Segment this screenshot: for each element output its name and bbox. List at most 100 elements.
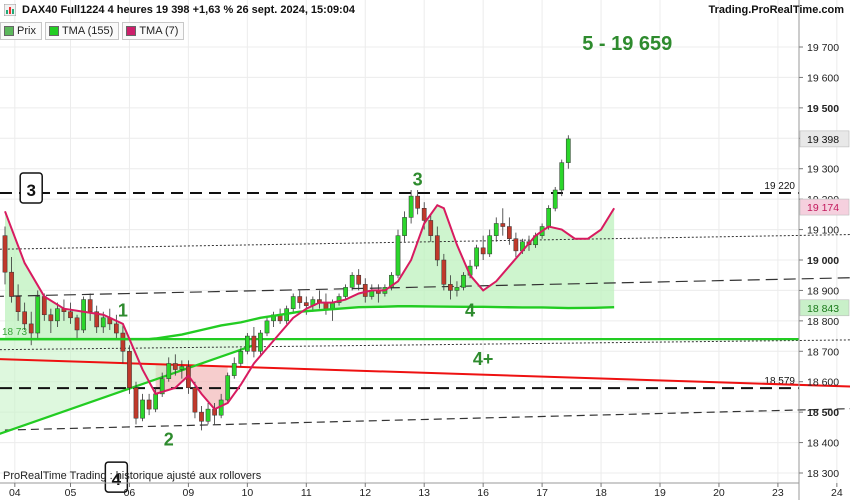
candle[interactable] <box>251 335 257 352</box>
candle[interactable] <box>290 296 296 309</box>
candle[interactable] <box>205 408 211 422</box>
legend-item-tma7[interactable]: TMA (7) <box>122 22 185 40</box>
candle[interactable] <box>153 393 159 410</box>
candle[interactable] <box>172 363 178 370</box>
y-tick-label: 19 000 <box>807 255 839 267</box>
candle[interactable] <box>22 311 27 325</box>
candle[interactable] <box>507 226 512 239</box>
y-tick-label: 18 600 <box>807 377 839 389</box>
candle[interactable] <box>513 238 519 252</box>
legend-item-price[interactable]: Prix <box>0 22 42 40</box>
candle[interactable] <box>2 235 8 273</box>
candle[interactable] <box>258 332 263 352</box>
candle[interactable] <box>68 311 73 319</box>
chart-title: DAX40 Full1224 4 heures 19 398 +1,63 % 2… <box>22 4 355 16</box>
price-tag-label: 18 843 <box>807 303 839 315</box>
wave-box <box>19 172 43 204</box>
candle[interactable] <box>225 375 231 401</box>
x-tick-label: 11 <box>301 487 312 499</box>
candle[interactable] <box>395 235 401 276</box>
candle[interactable] <box>74 317 80 331</box>
candle[interactable] <box>55 308 60 322</box>
x-tick-label: 23 <box>772 487 784 499</box>
indicator-lines <box>0 203 616 411</box>
candle[interactable] <box>421 208 427 221</box>
candle[interactable] <box>343 287 348 297</box>
candle[interactable] <box>448 284 453 291</box>
wave-box-label: 3 <box>26 181 35 200</box>
candle[interactable] <box>487 235 493 255</box>
candle[interactable] <box>303 302 309 306</box>
candle[interactable] <box>166 363 172 379</box>
tma155-swatch-icon <box>48 26 59 36</box>
legend-label-tma155: TMA (155) <box>61 25 114 37</box>
y-tick-label: 19 100 <box>807 225 839 237</box>
candle[interactable] <box>100 317 106 328</box>
candle[interactable] <box>474 247 479 267</box>
candle[interactable] <box>127 351 132 389</box>
candle[interactable] <box>9 271 14 297</box>
y-tick-label: 18 700 <box>807 346 839 358</box>
candle[interactable] <box>28 323 34 334</box>
candle[interactable] <box>120 332 126 352</box>
candle[interactable] <box>349 274 355 288</box>
candle[interactable] <box>461 274 466 288</box>
candle[interactable] <box>87 299 93 312</box>
bearish-fill-area <box>155 364 228 410</box>
x-tick-label: 12 <box>359 487 371 499</box>
candle[interactable] <box>454 287 460 291</box>
candle[interactable] <box>434 235 440 261</box>
x-tick-label: 20 <box>713 487 725 499</box>
candle[interactable] <box>441 259 447 285</box>
x-tick-label: 16 <box>477 487 489 499</box>
candle[interactable] <box>500 223 506 227</box>
candle[interactable] <box>356 274 362 285</box>
footer-note: ProRealTime Trading : historique ajusté … <box>3 470 262 482</box>
candle[interactable] <box>192 387 198 413</box>
candle[interactable] <box>81 299 86 331</box>
x-tick-label: 13 <box>418 487 430 499</box>
candle[interactable] <box>493 223 499 236</box>
tma155-line <box>0 305 615 341</box>
level-label: 19 220 <box>764 181 795 192</box>
candle[interactable] <box>546 208 551 227</box>
candle[interactable] <box>140 399 145 419</box>
candle[interactable] <box>15 296 21 312</box>
candle[interactable] <box>480 247 486 255</box>
candle[interactable] <box>231 363 237 376</box>
candle[interactable] <box>336 296 342 303</box>
candle[interactable] <box>133 387 139 419</box>
fill-areas <box>0 205 615 434</box>
wave-box-label: 4 <box>112 470 122 489</box>
candle[interactable] <box>264 320 270 334</box>
legend-item-tma155[interactable]: TMA (155) <box>44 22 120 40</box>
candle[interactable] <box>559 162 565 191</box>
candle[interactable] <box>245 335 250 352</box>
candle[interactable] <box>408 195 414 218</box>
time-axis[interactable]: 04050609101112131617181920232425262730oc… <box>9 483 850 499</box>
candle[interactable] <box>389 274 394 288</box>
y-tick-label: 18 500 <box>807 407 839 419</box>
candle[interactable] <box>238 351 244 364</box>
candle[interactable] <box>48 314 54 322</box>
candle[interactable] <box>146 399 152 410</box>
candle[interactable] <box>415 195 420 209</box>
x-tick-label: 04 <box>9 487 21 499</box>
candle[interactable] <box>199 411 204 422</box>
candle[interactable] <box>41 296 47 316</box>
price-tag-label: 19 398 <box>807 134 839 146</box>
candle[interactable] <box>428 220 434 236</box>
candle[interactable] <box>297 296 303 303</box>
candle[interactable] <box>402 217 407 236</box>
candle[interactable] <box>565 138 571 163</box>
candle[interactable] <box>362 284 368 297</box>
candle[interactable] <box>552 189 558 209</box>
candle[interactable] <box>35 296 41 334</box>
candle[interactable] <box>179 366 185 370</box>
candle[interactable] <box>159 378 165 395</box>
candle[interactable] <box>114 323 119 334</box>
candle[interactable] <box>94 311 100 328</box>
y-tick-label: 18 800 <box>807 316 839 328</box>
prorealtime-logo-icon[interactable] <box>4 4 16 16</box>
